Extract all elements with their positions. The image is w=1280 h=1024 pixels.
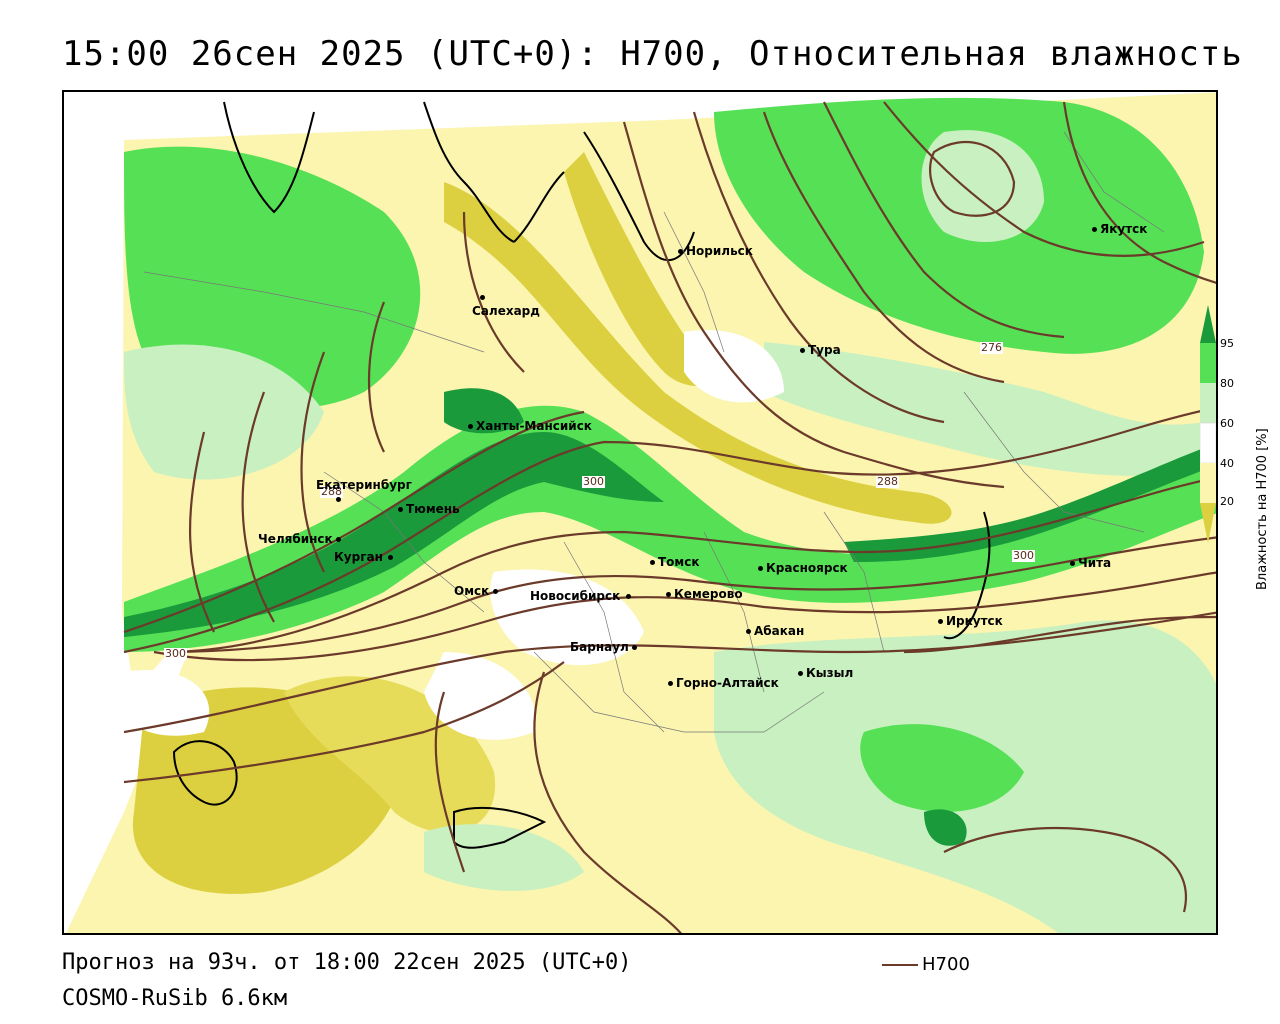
city-label: Новосибирск [530,589,634,603]
city-label: Екатеринбург [316,478,412,492]
city-label: Иркутск [938,614,1003,628]
contour-line-swatch-icon [882,964,918,966]
city-label: Ханты-Мансийск [468,419,592,433]
legend-tick: 40 [1220,457,1234,470]
contour-label: 300 [1012,549,1035,562]
city-label [336,492,344,506]
forecast-info: Прогноз на 93ч. от 18:00 22сен 2025 (UTC… [62,950,632,975]
contour-label: 288 [320,485,343,498]
city-label: Курган [334,550,396,564]
legend-tick: 20 [1220,495,1234,508]
map-panel[interactable]: 276 288 300 300 300 288 Норильск Якутск … [62,90,1218,935]
city-label: Салехард [472,304,540,318]
map-title: 15:00 26сен 2025 (UTC+0): H700, Относите… [62,34,1243,74]
model-info: COSMO-RuSib 6.6км [62,986,288,1011]
city-label: Якутск [1092,222,1147,236]
color-legend-bar [1200,305,1216,543]
city-label: Тура [800,343,841,357]
city-label: Барнаул [570,640,640,654]
city-label: Челябинск [258,532,344,546]
legend-tick: 80 [1220,377,1234,390]
city-label: Норильск [678,244,753,258]
contour-label: 300 [164,647,187,660]
city-label: Кызыл [798,666,853,680]
legend-title: Влажность на H700 [%] [1255,428,1270,590]
city-label [480,290,488,304]
contour-label: 300 [582,475,605,488]
legend-tick: 95 [1220,337,1234,350]
legend-tick: 60 [1220,417,1234,430]
contour-line-legend: H700 [882,954,970,975]
city-label: Тюмень [398,502,460,516]
city-label: Омск [454,584,501,598]
contour-label: 288 [876,475,899,488]
city-label: Абакан [746,624,804,638]
city-label: Кемерово [666,587,743,601]
city-label: Томск [650,555,700,569]
contour-label: 276 [980,341,1003,354]
humidity-field [64,92,1216,933]
city-label: Красноярск [758,561,848,575]
city-label: Горно-Алтайск [668,676,779,690]
city-label: Чита [1070,556,1111,570]
